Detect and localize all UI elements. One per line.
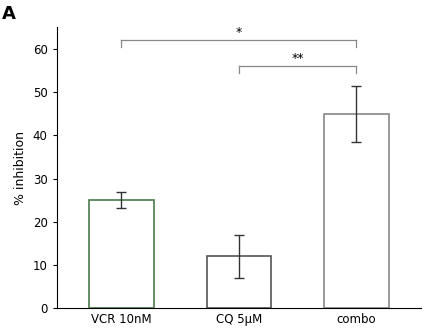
Text: *: * [236,26,242,39]
Text: A: A [2,5,16,23]
Bar [207,256,271,308]
Bar [324,114,389,308]
Y-axis label: % inhibition: % inhibition [14,131,27,205]
Bar [89,200,154,308]
Text: **: ** [291,52,304,65]
